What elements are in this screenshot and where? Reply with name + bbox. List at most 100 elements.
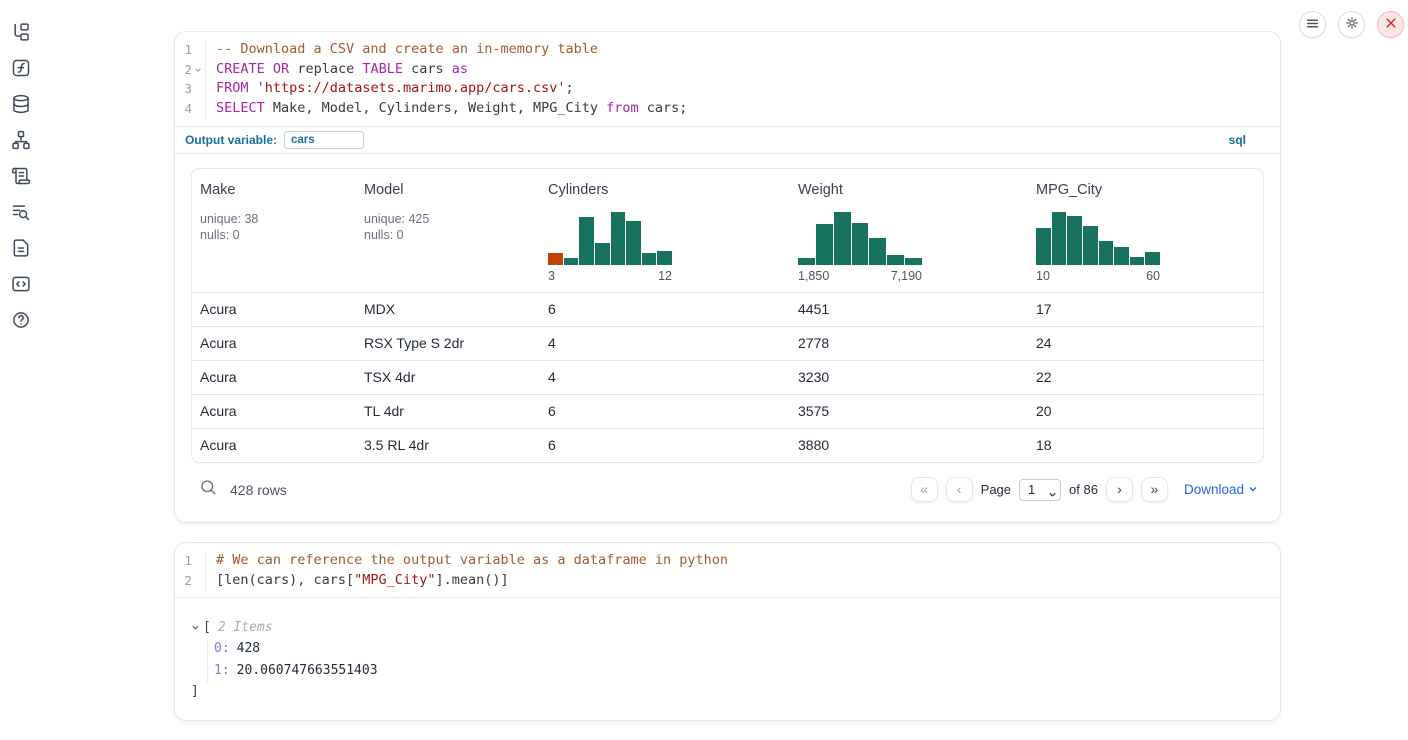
histogram-bar[interactable] xyxy=(815,224,833,265)
first-page-icon: « xyxy=(920,480,929,497)
line-number: 4 xyxy=(184,101,192,117)
table-cell: Acura xyxy=(200,402,237,419)
download-button[interactable]: Download xyxy=(1184,482,1258,497)
sidebar-item-help[interactable] xyxy=(11,310,31,330)
histogram-bar[interactable] xyxy=(563,257,579,265)
histogram-bar[interactable] xyxy=(1145,252,1160,265)
sidebar-item-scratchpad[interactable] xyxy=(11,166,31,186)
table-cell: RSX Type S 2dr xyxy=(364,334,465,351)
histogram-bar[interactable] xyxy=(641,252,657,265)
settings-button[interactable] xyxy=(1338,11,1365,38)
database-icon xyxy=(11,94,31,117)
menu-button[interactable] xyxy=(1299,11,1326,38)
search-icon[interactable] xyxy=(199,478,217,501)
code-token: [len(cars), cars[ xyxy=(216,571,355,588)
line-number: 2 xyxy=(184,61,192,77)
code-line[interactable]: 1 -- Download a CSV and create an in-memo… xyxy=(175,40,1280,60)
sidebar-item-documentation[interactable] xyxy=(11,238,31,258)
column-histogram: 3 12 xyxy=(548,211,672,283)
histogram xyxy=(548,211,672,265)
tree-collapse-icon[interactable] xyxy=(191,623,200,632)
code-text: FROM 'https://datasets.marimo.app/cars.c… xyxy=(205,79,1280,100)
python-code-editor[interactable]: 1 # We can reference the output variable … xyxy=(175,543,1280,597)
code-line[interactable]: 1 # We can reference the output variable … xyxy=(175,550,1280,571)
code-line[interactable]: 4 SELECT Make, Model, Cylinders, Weight, … xyxy=(175,99,1280,119)
sidebar-item-files[interactable] xyxy=(11,22,31,42)
histogram-bar[interactable] xyxy=(1098,240,1114,265)
fold-spacer xyxy=(193,551,203,571)
code-line[interactable]: 3 FROM 'https://datasets.marimo.app/cars.… xyxy=(175,79,1280,100)
next-page-button[interactable]: › xyxy=(1105,477,1133,503)
histogram-bar[interactable] xyxy=(594,243,610,265)
code-token xyxy=(249,80,257,96)
shutdown-button[interactable] xyxy=(1377,11,1404,38)
histogram-bar[interactable] xyxy=(1082,225,1098,265)
table-row: Acura RSX Type S 2dr 4 2778 24 xyxy=(192,325,1263,360)
prev-page-icon: ‹ xyxy=(956,480,962,497)
table-cell: 4 xyxy=(548,334,556,351)
histogram-bar[interactable] xyxy=(1114,247,1129,265)
table-cell: Acura xyxy=(200,300,237,317)
table-cell: 6 xyxy=(548,402,556,419)
histogram-bar[interactable] xyxy=(579,217,594,265)
histogram-bar[interactable] xyxy=(1051,212,1067,265)
code-token: 'https://datasets.marimo.app/cars.csv' xyxy=(256,80,566,97)
fold-icon[interactable] xyxy=(193,60,203,80)
histogram-bar[interactable] xyxy=(851,222,869,265)
histogram-bar[interactable] xyxy=(869,237,887,265)
code-line[interactable]: 2 [len(cars), cars["MPG_City"].mean()] xyxy=(175,570,1280,591)
column-header[interactable]: Weight 1,850 7,190 xyxy=(790,169,1028,292)
histogram-bar[interactable] xyxy=(833,212,851,265)
table-cell: 3575 xyxy=(798,402,830,419)
code-token: Make, Model, Cylinders, Weight, MPG_City xyxy=(264,100,607,117)
sidebar xyxy=(0,0,42,729)
code-token: # We can reference the output variable a… xyxy=(216,551,729,568)
table-footer: 428 rows « ‹ Page 1 of 86 › » Download xyxy=(191,472,1264,508)
sidebar-item-logs[interactable] xyxy=(11,202,31,222)
column-header[interactable]: Model unique: 425 nulls: 0 xyxy=(356,169,540,292)
histogram-bar[interactable] xyxy=(1067,216,1082,265)
function-square-icon xyxy=(11,59,31,81)
histogram-range: 10 60 xyxy=(1036,269,1160,283)
hamburger-icon xyxy=(1306,17,1319,33)
prev-page-button[interactable]: ‹ xyxy=(945,477,973,503)
column-label: Cylinders xyxy=(548,181,609,198)
histogram-bar[interactable] xyxy=(610,212,626,265)
total-pages-label: of 86 xyxy=(1069,482,1098,498)
column-header[interactable]: MPG_City 10 60 xyxy=(1028,169,1263,292)
sidebar-item-dependencies[interactable] xyxy=(11,130,31,150)
histogram-bar[interactable] xyxy=(1036,228,1051,265)
histogram-bar[interactable] xyxy=(887,255,905,265)
code-line[interactable]: 2 CREATE OR replace TABLE cars as xyxy=(175,59,1280,80)
page-label: Page xyxy=(980,482,1012,498)
sidebar-item-snippets[interactable] xyxy=(11,274,31,294)
histogram-bar[interactable] xyxy=(1129,256,1145,265)
next-page-icon: › xyxy=(1117,480,1122,497)
column-header[interactable]: Make unique: 38 nulls: 0 xyxy=(192,169,356,292)
code-token xyxy=(265,61,273,77)
table-cell: Acura xyxy=(200,334,237,351)
language-badge[interactable]: sql xyxy=(1228,132,1246,147)
histogram-bar[interactable] xyxy=(548,252,563,265)
last-page-button[interactable]: » xyxy=(1140,477,1168,503)
histogram-bar[interactable] xyxy=(657,250,672,265)
sidebar-item-datasources[interactable] xyxy=(11,94,31,114)
last-page-icon: » xyxy=(1150,480,1159,497)
sql-code-editor[interactable]: 1 -- Download a CSV and create an in-memo… xyxy=(175,32,1280,126)
sidebar-item-variables[interactable] xyxy=(11,58,31,78)
histogram-max-label: 7,190 xyxy=(890,268,922,283)
table-row: Acura TSX 4dr 4 3230 22 xyxy=(192,359,1263,394)
first-page-button[interactable]: « xyxy=(910,477,938,503)
histogram-bar[interactable] xyxy=(905,258,923,265)
tree-entry: 1: 20.060747663551403 xyxy=(214,660,1264,682)
code-token: ; xyxy=(565,80,574,97)
histogram-bar[interactable] xyxy=(626,220,641,265)
fold-spacer xyxy=(193,99,203,119)
page-select[interactable]: 1 xyxy=(1019,478,1062,501)
output-variable-input[interactable] xyxy=(284,130,365,149)
code-token: CREATE xyxy=(216,60,265,77)
code-token: from xyxy=(606,100,639,117)
column-stats: unique: 425 nulls: 0 xyxy=(364,211,532,244)
histogram-bar[interactable] xyxy=(798,258,815,265)
column-header[interactable]: Cylinders 3 12 xyxy=(540,169,790,292)
